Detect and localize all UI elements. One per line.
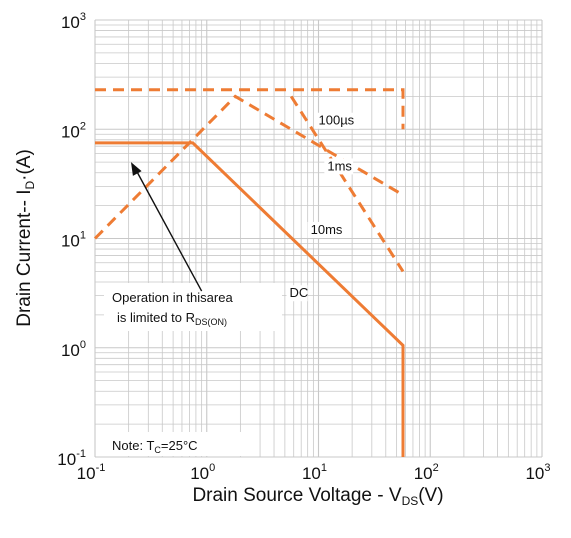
- annotation-arrow-line: [134, 167, 203, 292]
- x-tick-labels: 10-1 100 101 102 103: [77, 462, 551, 483]
- series-line-dc: [95, 141, 405, 457]
- series-line-100s: [95, 88, 405, 130]
- y-tick-label: 102: [61, 120, 86, 141]
- series-label: DC: [289, 285, 308, 300]
- annotation-line-1: Operation in thisarea: [112, 290, 233, 305]
- note: Note: TC=25°C: [106, 432, 246, 456]
- series-label-bg: [286, 285, 308, 302]
- x-tick-label: 10-1: [77, 462, 106, 483]
- series-label: 10ms: [311, 222, 343, 237]
- series-label: 100µs: [319, 113, 355, 128]
- y-tick-label: 100: [61, 339, 86, 360]
- x-tick-label: 102: [414, 462, 439, 483]
- series-layer: 100µs 1ms 10ms DC: [93, 88, 405, 457]
- note-text: Note: TC=25°C: [112, 438, 198, 455]
- note-box: [106, 432, 246, 456]
- y-tick-label: 10-1: [57, 448, 86, 469]
- y-axis-title: Drain Current-- ID·(A): [14, 149, 37, 327]
- grid: [94, 19, 543, 458]
- series-label-bg: [307, 221, 345, 238]
- series-label-bg: [324, 158, 354, 175]
- annotation-line-2: is limited to RDS(ON): [117, 310, 227, 327]
- x-axis-title: Drain Source Voltage - VDS(V): [192, 485, 443, 508]
- x-tick-label: 101: [302, 462, 327, 483]
- y-tick-labels: 10-1 100 101 102 103: [57, 11, 86, 469]
- series-label: 1ms: [327, 158, 352, 173]
- annotation-arrow-head: [131, 162, 142, 176]
- y-tick-label: 101: [61, 230, 86, 251]
- annotation-box: [104, 283, 282, 331]
- series-label-bg: [315, 112, 360, 129]
- annotation: Operation in thisarea is limited to RDS(…: [104, 162, 282, 331]
- y-tick-label: 103: [61, 11, 86, 32]
- x-tick-label: 100: [190, 462, 215, 483]
- x-tick-label: 103: [525, 462, 550, 483]
